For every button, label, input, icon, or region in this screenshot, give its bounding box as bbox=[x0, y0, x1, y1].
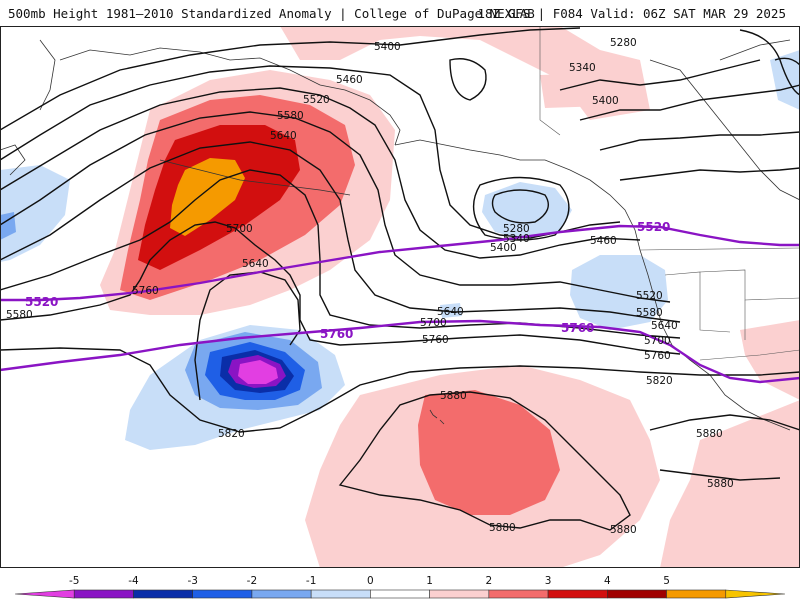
highlight-label: 5760 bbox=[320, 327, 353, 341]
height-label: 5340 bbox=[503, 233, 530, 245]
model-run-info: 18Z GFS | F084 Valid: 06Z SAT MAR 29 202… bbox=[477, 6, 786, 21]
colorbar-swatch bbox=[429, 589, 490, 599]
header-bar: 500mb Height 1981–2010 Standardized Anom… bbox=[0, 0, 800, 26]
colorbar-swatch bbox=[666, 589, 727, 599]
colorbar-swatch bbox=[370, 589, 430, 599]
colorbar-tick-label: 3 bbox=[545, 575, 552, 587]
colorbar-tick-label: -2 bbox=[247, 575, 257, 587]
height-label: 5460 bbox=[590, 235, 617, 247]
height-label: 5820 bbox=[218, 428, 245, 440]
coastlines bbox=[0, 39, 800, 431]
height-label: 5400 bbox=[374, 41, 401, 53]
colorbar-swatch bbox=[547, 589, 608, 599]
colorbar-tick-label: -5 bbox=[69, 575, 79, 587]
height-label: 5700 bbox=[226, 223, 253, 235]
colorbar-tick-label: 0 bbox=[367, 575, 374, 587]
height-label: 5280 bbox=[610, 37, 637, 49]
height-label: 5400 bbox=[592, 95, 619, 107]
colorbar-body bbox=[14, 589, 786, 599]
highlight-contour-labels: 5520 5760 5760 5520 bbox=[25, 220, 670, 341]
highlight-contours bbox=[0, 224, 800, 384]
colorbar-swatch bbox=[607, 589, 667, 599]
colorbar-swatch bbox=[133, 589, 193, 599]
colorbar-swatch bbox=[251, 589, 312, 599]
negative-anomaly-cutoff-core bbox=[238, 360, 278, 384]
colorbar-swatch bbox=[488, 589, 549, 599]
colorbar-tick-label: -4 bbox=[128, 575, 139, 587]
positive-anomaly-canada bbox=[540, 72, 635, 108]
height-label: 5700 bbox=[420, 317, 447, 329]
positive-anomaly-subtropical bbox=[418, 390, 560, 515]
anomaly-colorbar: -5 -4 -3 -2 -1 0 1 2 3 4 5 bbox=[14, 575, 786, 599]
anomaly-shading bbox=[0, 26, 800, 568]
height-contours bbox=[0, 27, 800, 531]
highlight-label: 5520 bbox=[25, 295, 58, 309]
height-label: 5640 bbox=[651, 320, 678, 332]
height-label: 5400 bbox=[490, 242, 517, 254]
height-label: 5760 bbox=[132, 285, 159, 297]
highlight-label: 5520 bbox=[637, 220, 670, 234]
negative-anomaly-west bbox=[0, 165, 70, 262]
height-label: 5760 bbox=[644, 350, 671, 362]
colorbar-swatch bbox=[725, 589, 786, 599]
height-label: 5880 bbox=[707, 478, 734, 490]
negative-anomaly-west-core bbox=[0, 212, 16, 240]
colorbar-swatch bbox=[73, 589, 134, 599]
colorbar-tick-label: 1 bbox=[426, 575, 433, 587]
highlight-label: 5760 bbox=[561, 321, 594, 335]
height-label: 5580 bbox=[6, 309, 33, 321]
colorbar-tick-label: 4 bbox=[604, 575, 611, 587]
negative-anomaly-gulf bbox=[482, 182, 572, 240]
colorbar-swatch bbox=[14, 589, 75, 599]
height-label: 5880 bbox=[440, 390, 467, 402]
height-label: 5460 bbox=[336, 74, 363, 86]
colorbar-tick-label: 2 bbox=[486, 575, 493, 587]
anomaly-map: 5400 5460 5520 5580 5640 5700 5640 5760 … bbox=[0, 26, 800, 568]
negative-anomaly-small bbox=[440, 303, 462, 318]
colorbar-tick-labels: -5 -4 -3 -2 -1 0 1 2 3 4 5 bbox=[69, 575, 670, 587]
height-label: 5520 bbox=[303, 94, 330, 106]
height-label: 5580 bbox=[636, 307, 663, 319]
colorbar-tick-label: 5 bbox=[663, 575, 670, 587]
height-label: 5700 bbox=[644, 335, 671, 347]
positive-anomaly-top-band bbox=[280, 26, 650, 120]
height-label: 5340 bbox=[569, 62, 596, 74]
height-contour-labels: 5400 5460 5520 5580 5640 5700 5640 5760 … bbox=[6, 37, 734, 536]
map-title: 500mb Height 1981–2010 Standardized Anom… bbox=[8, 6, 535, 21]
height-label: 5760 bbox=[422, 334, 449, 346]
height-label: 5880 bbox=[610, 524, 637, 536]
height-label: 5640 bbox=[242, 258, 269, 270]
colorbar-tick-label: -3 bbox=[187, 575, 197, 587]
height-label: 5820 bbox=[646, 375, 673, 387]
negative-anomaly-northeast bbox=[770, 50, 800, 110]
height-label: 5640 bbox=[270, 130, 297, 142]
height-label: 5520 bbox=[636, 290, 663, 302]
colorbar-swatch bbox=[310, 589, 371, 599]
height-label: 5640 bbox=[437, 306, 464, 318]
colorbar-tick-label: -1 bbox=[306, 575, 316, 587]
height-label: 5280 bbox=[503, 223, 530, 235]
colorbar-swatch bbox=[192, 589, 253, 599]
height-label: 5880 bbox=[696, 428, 723, 440]
height-label: 5880 bbox=[489, 522, 516, 534]
height-label: 5580 bbox=[277, 110, 304, 122]
positive-anomaly-southwest bbox=[660, 400, 800, 568]
political-borders bbox=[539, 26, 800, 361]
